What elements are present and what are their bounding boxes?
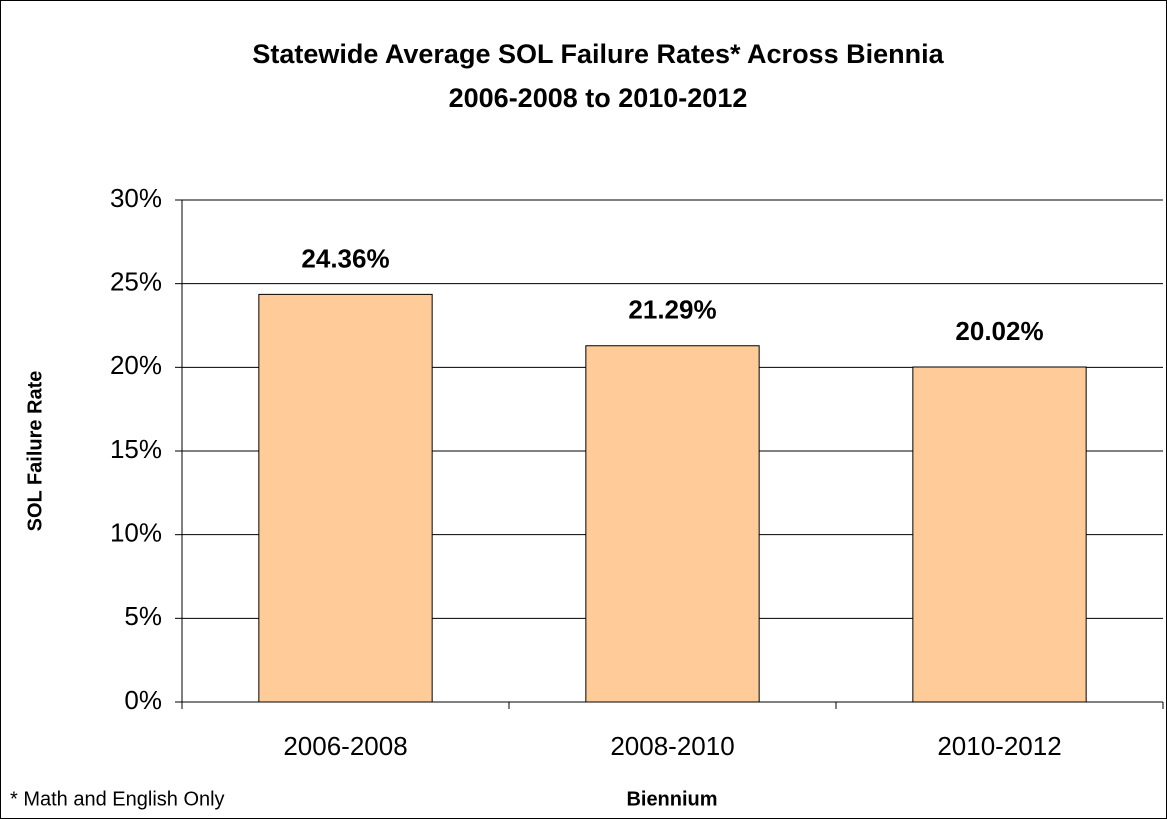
- y-tick-label: 5%: [124, 601, 162, 631]
- bar: [585, 345, 760, 703]
- data-label: 21.29%: [628, 295, 716, 325]
- y-axis-label: SOL Failure Rate: [24, 371, 46, 532]
- footnote: * Math and English Only: [10, 788, 225, 810]
- y-tick-label: 30%: [110, 183, 162, 213]
- y-tick-label: 20%: [110, 350, 162, 380]
- y-tick-label: 0%: [124, 685, 162, 715]
- bar: [258, 293, 433, 703]
- y-tick-label: 15%: [110, 434, 162, 464]
- x-axis-label: Biennium: [626, 788, 717, 810]
- chart-title: Statewide Average SOL Failure Rates* Acr…: [252, 39, 944, 69]
- bar: [912, 366, 1087, 703]
- y-tick-label: 10%: [110, 518, 162, 548]
- x-tick-label: 2010-2012: [937, 731, 1061, 761]
- data-label: 24.36%: [301, 243, 389, 273]
- x-tick-label: 2008-2010: [610, 731, 734, 761]
- chart-subtitle: 2006-2008 to 2010-2012: [449, 83, 748, 113]
- x-tick-label: 2006-2008: [283, 731, 407, 761]
- data-label: 20.02%: [955, 316, 1043, 346]
- y-tick-label: 25%: [110, 267, 162, 297]
